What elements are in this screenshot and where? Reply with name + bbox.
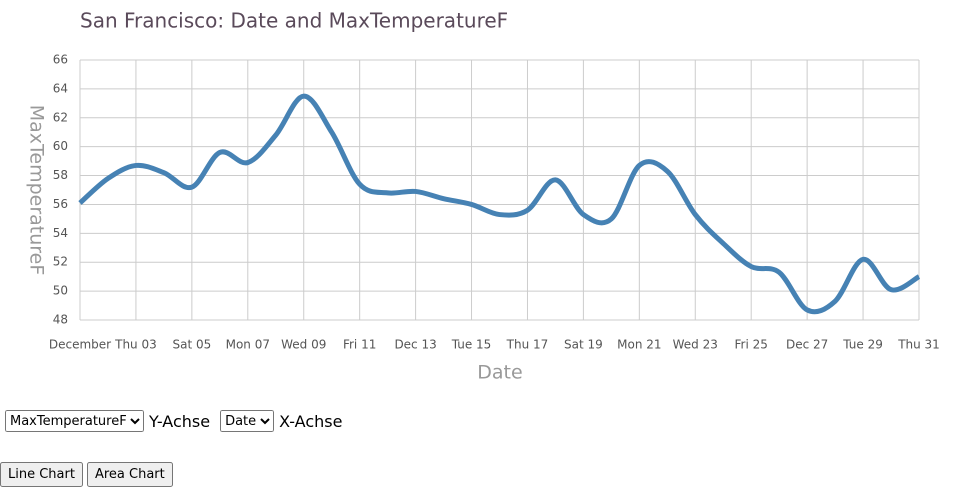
y-tick-label: 56 xyxy=(53,197,68,211)
x-tick-label: Tue 29 xyxy=(842,338,883,352)
y-tick-label: 54 xyxy=(53,226,68,240)
chart: San Francisco: Date and MaxTemperatureF … xyxy=(0,0,960,400)
x-tick-label: Sat 19 xyxy=(564,338,603,352)
y-tick-label: 60 xyxy=(53,139,68,153)
chart-buttons: Line Chart Area Chart xyxy=(0,462,173,487)
x-tick-label: Fri 11 xyxy=(343,338,376,352)
x-tick-label: Wed 23 xyxy=(673,338,718,352)
area-chart-button[interactable]: Area Chart xyxy=(87,462,173,487)
y-tick-label: 66 xyxy=(53,53,68,67)
y-select[interactable]: MaxTemperatureF xyxy=(5,410,144,432)
x-select[interactable]: Date xyxy=(220,410,274,432)
x-tick-label: Fri 25 xyxy=(735,338,768,352)
x-tick-label: Mon 07 xyxy=(226,338,270,352)
x-axis-label: Date xyxy=(477,362,522,384)
axis-controls: MaxTemperatureF Y-Achse Date X-Achse xyxy=(5,410,342,432)
x-tick-label: Mon 21 xyxy=(617,338,661,352)
chart-title: San Francisco: Date and MaxTemperatureF xyxy=(80,9,508,33)
y-axis-label: MaxTemperatureF xyxy=(26,105,48,276)
y-tick-label: 48 xyxy=(53,313,68,327)
x-tick-label: Thu 03 xyxy=(114,338,157,352)
x-tick-label: Dec 27 xyxy=(786,338,828,352)
y-select-label: Y-Achse xyxy=(149,412,210,431)
x-tick-label: Dec 13 xyxy=(394,338,436,352)
y-tick-label: 62 xyxy=(53,110,68,124)
line-chart-button[interactable]: Line Chart xyxy=(0,462,83,487)
x-tick-label: Sat 05 xyxy=(172,338,211,352)
x-tick-label: Thu 17 xyxy=(506,338,549,352)
x-tick-label: Tue 15 xyxy=(451,338,492,352)
y-tick-label: 50 xyxy=(53,284,68,298)
y-tick-label: 64 xyxy=(53,81,68,95)
x-tick-label: Wed 09 xyxy=(281,338,326,352)
x-tick-label: Thu 31 xyxy=(897,338,940,352)
x-select-label: X-Achse xyxy=(279,412,342,431)
x-tick-label: December xyxy=(49,338,111,352)
y-tick-label: 58 xyxy=(53,168,68,182)
data-line xyxy=(80,96,919,312)
y-tick-label: 52 xyxy=(53,255,68,269)
